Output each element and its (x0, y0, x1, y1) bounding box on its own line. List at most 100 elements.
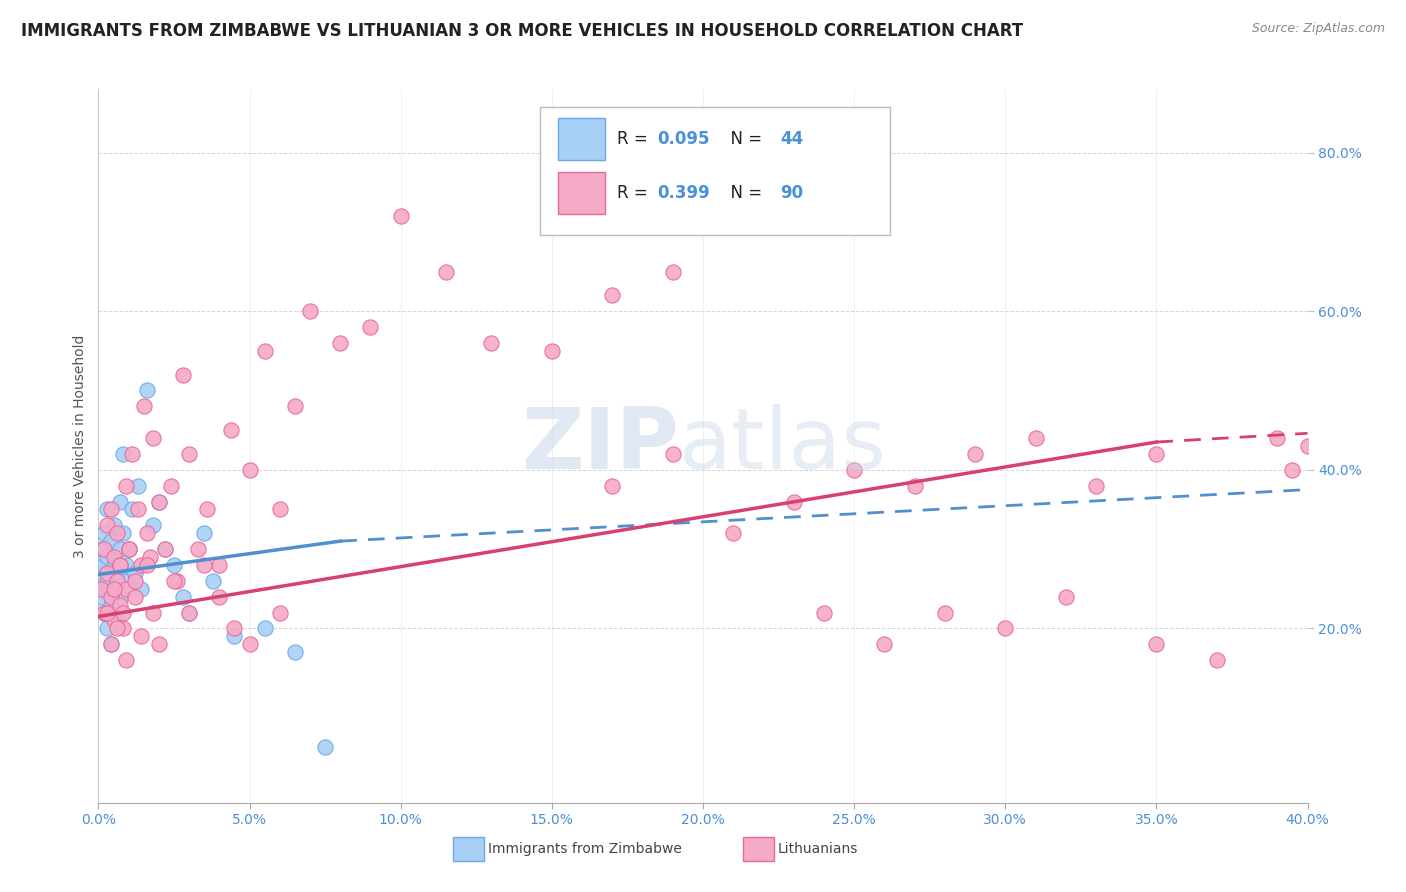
Point (540, 343, 562, 358)
Point (132, 400, 155, 414)
Point (111, 606, 134, 620)
Point (783, 494, 806, 508)
Point (108, 494, 131, 508)
Point (118, 542, 141, 557)
Point (208, 558, 231, 572)
Point (239, 637, 262, 651)
Point (90, 566, 112, 580)
Point (224, 629, 246, 643)
Point (148, 494, 170, 508)
Text: R =: R = (617, 130, 654, 148)
Point (93, 542, 115, 557)
Point (124, 590, 146, 604)
Point (93, 526, 115, 541)
Point (1024, 431, 1046, 445)
Point (90, 582, 112, 596)
Point (1085, 478, 1108, 492)
Point (139, 549, 162, 564)
Point (142, 431, 165, 445)
FancyBboxPatch shape (453, 837, 484, 862)
Point (103, 582, 125, 596)
Point (103, 518, 125, 533)
Point (148, 494, 170, 508)
Point (360, 320, 382, 334)
Point (142, 606, 165, 620)
Point (111, 447, 134, 461)
Point (103, 558, 125, 572)
Point (96, 518, 118, 533)
Point (114, 653, 136, 667)
Point (239, 463, 262, 477)
Point (193, 558, 215, 572)
Point (100, 590, 122, 604)
FancyBboxPatch shape (540, 107, 890, 235)
Point (187, 542, 209, 557)
Point (994, 621, 1017, 635)
Point (121, 502, 143, 516)
Text: Immigrants from Zimbabwe: Immigrants from Zimbabwe (488, 842, 682, 856)
Point (108, 598, 131, 612)
Point (160, 478, 183, 492)
Point (783, 186, 806, 200)
Point (96, 574, 118, 588)
Text: IMMIGRANTS FROM ZIMBABWE VS LITHUANIAN 3 OR MORE VEHICLES IN HOUSEHOLD CORRELATI: IMMIGRANTS FROM ZIMBABWE VS LITHUANIAN 3… (21, 22, 1024, 40)
Text: R =: R = (617, 184, 654, 202)
Point (1144, 447, 1167, 461)
Point (1206, 653, 1229, 667)
Point (124, 566, 146, 580)
Point (108, 590, 131, 604)
Point (93, 606, 115, 620)
Point (193, 526, 215, 541)
Point (124, 574, 146, 588)
Point (103, 614, 125, 628)
Point (100, 598, 122, 612)
Point (114, 558, 136, 572)
Text: Source: ZipAtlas.com: Source: ZipAtlas.com (1251, 22, 1385, 36)
Point (723, 209, 745, 223)
Point (96, 621, 118, 635)
Text: 44: 44 (780, 130, 804, 148)
Point (93, 582, 115, 596)
Point (96, 502, 118, 516)
Point (108, 558, 131, 572)
Text: 90: 90 (780, 184, 803, 202)
Point (163, 574, 186, 588)
Point (103, 582, 125, 596)
Point (105, 566, 128, 580)
Point (96, 606, 118, 620)
Point (108, 542, 131, 557)
Text: 0.095: 0.095 (657, 130, 710, 148)
Point (1267, 431, 1289, 445)
Point (118, 542, 141, 557)
FancyBboxPatch shape (558, 118, 605, 161)
Point (105, 574, 128, 588)
Point (96, 566, 118, 580)
Point (904, 478, 927, 492)
Point (172, 590, 194, 604)
Text: Lithuanians: Lithuanians (778, 842, 858, 856)
Text: N =: N = (720, 184, 768, 202)
Point (166, 574, 188, 588)
Point (111, 526, 134, 541)
Point (873, 637, 896, 651)
FancyBboxPatch shape (742, 837, 775, 862)
Point (934, 606, 956, 620)
Point (118, 542, 141, 557)
Point (100, 502, 122, 516)
Point (329, 335, 352, 350)
Point (179, 606, 201, 620)
Point (965, 447, 987, 461)
Point (602, 478, 624, 492)
Point (813, 606, 835, 620)
Point (129, 558, 152, 572)
Point (1296, 439, 1319, 453)
Point (153, 542, 176, 557)
Point (172, 368, 194, 382)
Point (202, 574, 225, 588)
Point (114, 574, 136, 588)
Point (103, 549, 125, 564)
Point (105, 526, 128, 541)
Point (127, 478, 149, 492)
Point (661, 264, 683, 278)
Point (269, 502, 291, 516)
